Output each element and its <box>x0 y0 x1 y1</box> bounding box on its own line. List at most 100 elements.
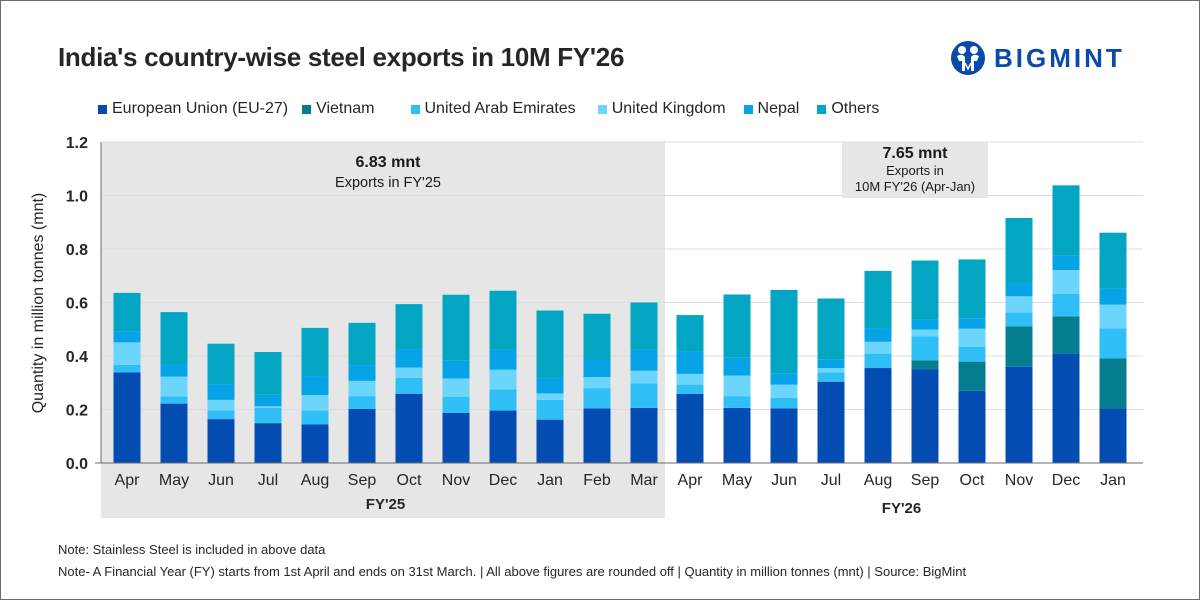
legend-label: Vietnam <box>316 100 375 117</box>
legend-swatch <box>302 104 312 114</box>
bar-segment-nepal <box>864 328 892 342</box>
bar-segment-united-kingdom <box>1052 270 1080 294</box>
x-tick-label: Jul <box>258 472 278 489</box>
bar-segment-nepal <box>770 373 798 385</box>
bar-segment-nepal <box>911 319 939 330</box>
bar-segment-united-arab-emirates <box>113 364 141 373</box>
bar-segment-others <box>348 322 376 366</box>
legend-swatch <box>817 104 827 114</box>
bar-segment-others <box>864 270 892 329</box>
bar-segment-others <box>911 260 939 320</box>
x-tick-label: Jun <box>208 472 234 489</box>
legend-swatch <box>597 104 607 114</box>
bar-segment-united-arab-emirates <box>254 407 282 423</box>
bar-segment-united-arab-emirates <box>630 383 658 408</box>
brand-name: BIGMINT <box>994 42 1125 73</box>
bar-segment-united-kingdom <box>911 329 939 337</box>
bar-segment-united-kingdom <box>1005 296 1033 313</box>
brand-logo: BIGMINT <box>950 38 1125 78</box>
bar-segment-european-union-eu-27 <box>160 403 188 463</box>
x-tick-label: May <box>159 472 189 489</box>
bar-segment-nepal <box>113 331 141 343</box>
bar-segment-european-union-eu-27 <box>864 368 892 463</box>
bar-segment-united-kingdom <box>301 395 329 411</box>
bar-segment-others <box>113 292 141 332</box>
bar-segment-united-kingdom <box>395 367 423 378</box>
bar-segment-united-arab-emirates <box>1099 328 1127 359</box>
bar-segment-european-union-eu-27 <box>1052 353 1080 463</box>
bar-segment-united-kingdom <box>536 393 564 400</box>
bar-segment-others <box>395 304 423 350</box>
x-tick-label: Jan <box>1100 472 1126 489</box>
bar-segment-others <box>207 343 235 385</box>
bar-segment-united-kingdom <box>254 406 282 408</box>
x-tick-label: Oct <box>397 472 422 489</box>
bar-segment-others <box>489 290 517 350</box>
bar-segment-united-kingdom <box>160 376 188 397</box>
bar-segment-nepal <box>1099 288 1127 305</box>
bar-segment-nepal <box>1005 282 1033 297</box>
legend-swatch <box>743 104 753 114</box>
x-tick-label: Feb <box>583 472 611 489</box>
bar-segment-nepal <box>160 364 188 377</box>
y-tick-label: 0.6 <box>66 296 88 313</box>
x-tick-label: Apr <box>678 472 704 489</box>
bar-segment-united-kingdom <box>770 384 798 398</box>
legend-label: United Arab Emirates <box>424 100 576 117</box>
bar-segment-others <box>536 310 564 378</box>
footnote-stainless: Note: Stainless Steel is included in abo… <box>58 542 326 557</box>
legend-swatch <box>410 104 420 114</box>
x-tick-label: Jul <box>821 472 841 489</box>
bar-segment-others <box>583 313 611 361</box>
bar-segment-nepal <box>630 349 658 371</box>
bar-segment-european-union-eu-27 <box>1099 408 1127 463</box>
legend-item-uk: United Kingdom <box>597 100 726 118</box>
bar-segment-united-arab-emirates <box>770 397 798 409</box>
bar-segment-nepal <box>958 318 986 329</box>
fy25-shaded-region <box>101 142 665 518</box>
chart-title: India's country-wise steel exports in 10… <box>58 42 625 72</box>
bar-segment-nepal <box>207 384 235 400</box>
y-tick-label: 0.0 <box>66 456 88 473</box>
bar-segment-united-arab-emirates <box>207 410 235 420</box>
bar-segment-european-union-eu-27 <box>536 419 564 463</box>
bar-segment-united-arab-emirates <box>958 346 986 362</box>
bar-segment-european-union-eu-27 <box>489 410 517 463</box>
x-group-label: FY'26 <box>882 500 921 517</box>
legend-label: European Union (EU-27) <box>112 100 289 117</box>
bar-segment-others <box>254 351 282 395</box>
bar-segment-european-union-eu-27 <box>395 393 423 463</box>
bar-segment-european-union-eu-27 <box>583 408 611 463</box>
x-tick-label: Mar <box>630 472 658 489</box>
legend-item-nepal: Nepal <box>743 100 799 118</box>
x-tick-label: Aug <box>301 472 329 489</box>
bar-segment-vietnam <box>911 360 939 370</box>
bar-segment-united-kingdom <box>489 369 517 390</box>
legend: European Union (EU-27) Vietnam United Ar… <box>98 100 893 118</box>
bar-segment-united-kingdom <box>583 377 611 389</box>
bar-segment-nepal <box>723 357 751 376</box>
bar-segment-european-union-eu-27 <box>958 390 986 463</box>
bar-segment-united-arab-emirates <box>583 388 611 409</box>
fy26-total-value: 7.65 mnt <box>883 145 949 162</box>
bar-segment-united-arab-emirates <box>395 377 423 394</box>
legend-swatch <box>98 104 107 114</box>
bar-segment-vietnam <box>254 422 282 424</box>
bar-segment-united-arab-emirates <box>536 399 564 420</box>
bar-segment-nepal <box>348 365 376 381</box>
legend-label: Others <box>831 100 880 117</box>
y-tick-label: 1.2 <box>66 135 88 152</box>
bar-segment-united-kingdom <box>676 373 704 385</box>
x-tick-label: Nov <box>442 472 470 489</box>
fy26-total-caption-line2: 10M FY'26 (Apr-Jan) <box>855 179 975 194</box>
bar-segment-european-union-eu-27 <box>207 419 235 463</box>
bar-segment-united-kingdom <box>864 341 892 354</box>
x-tick-label: May <box>722 472 752 489</box>
bar-segment-european-union-eu-27 <box>301 424 329 463</box>
bar-segment-european-union-eu-27 <box>442 412 470 463</box>
x-tick-label: Aug <box>864 472 892 489</box>
bar-segment-united-arab-emirates <box>1005 312 1033 327</box>
legend-item-others: Others <box>817 100 879 118</box>
bar-segment-nepal <box>489 349 517 370</box>
bar-segment-united-kingdom <box>817 368 845 373</box>
